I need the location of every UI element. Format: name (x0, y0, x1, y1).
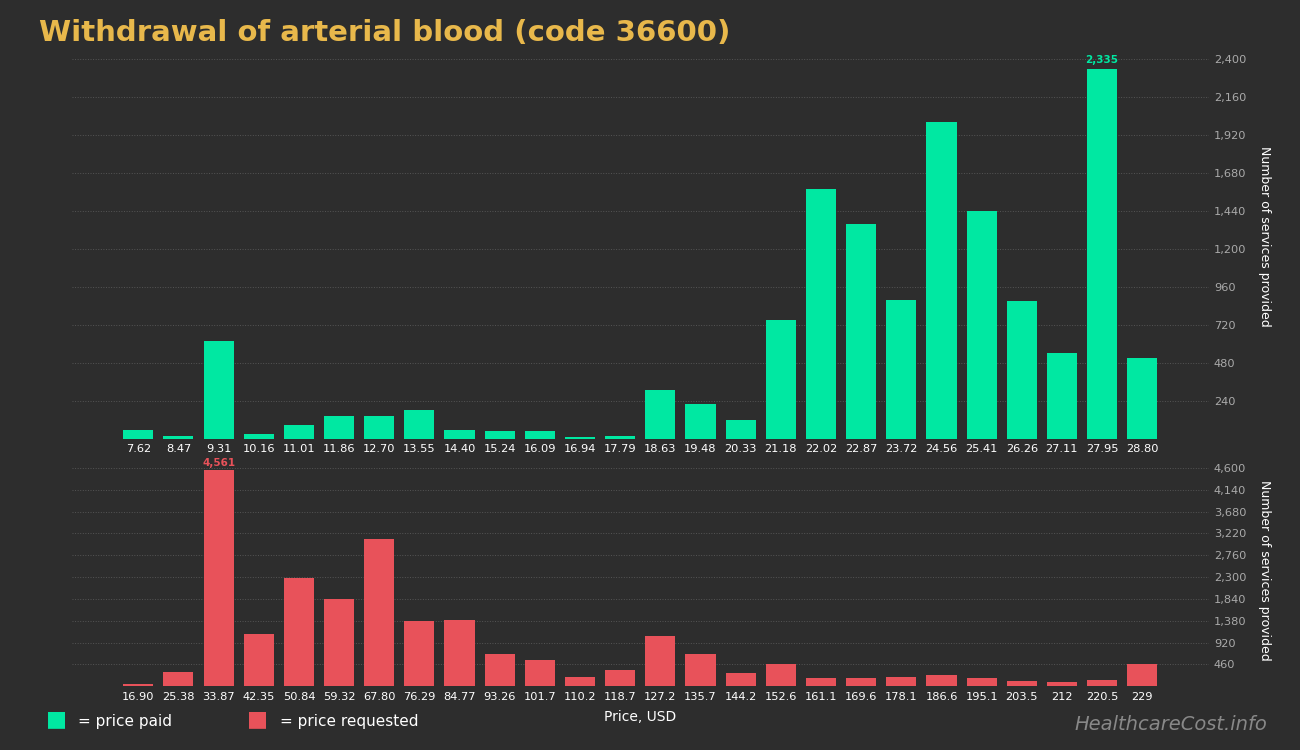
Bar (164, 671, 194, 686)
Bar (164, 436, 194, 439)
Bar (445, 620, 474, 686)
Bar (725, 673, 755, 686)
Bar (645, 390, 676, 439)
Bar (806, 678, 836, 686)
Bar (966, 211, 997, 439)
Text: Withdrawal of arterial blood (code 36600): Withdrawal of arterial blood (code 36600… (39, 19, 731, 46)
Bar (846, 224, 876, 439)
Bar (324, 599, 354, 686)
Bar (1046, 353, 1076, 439)
Bar (685, 654, 715, 686)
Bar (204, 470, 234, 686)
Bar (124, 684, 153, 686)
X-axis label: Price, USD: Price, USD (604, 710, 676, 724)
Bar (1087, 680, 1117, 686)
Text: 2,335: 2,335 (1086, 55, 1118, 64)
Text: = price requested: = price requested (280, 714, 419, 729)
Bar (966, 678, 997, 686)
Bar (124, 430, 153, 439)
Bar (806, 189, 836, 439)
Bar (364, 539, 394, 686)
Bar (766, 664, 796, 686)
Bar (725, 420, 755, 439)
Bar (283, 578, 315, 686)
Bar (566, 676, 595, 686)
Bar (1046, 682, 1076, 686)
Bar (243, 634, 274, 686)
Text: HealthcareCost.info: HealthcareCost.info (1075, 715, 1268, 734)
Bar (604, 436, 636, 439)
X-axis label: Price, USD: Price, USD (604, 463, 676, 477)
Bar (525, 430, 555, 439)
Bar (324, 416, 354, 439)
Bar (445, 430, 474, 439)
Bar (685, 404, 715, 439)
Bar (1006, 680, 1037, 686)
Bar (1127, 358, 1157, 439)
Bar (485, 430, 515, 439)
Bar (887, 299, 916, 439)
Text: = price paid: = price paid (78, 714, 172, 729)
Bar (887, 676, 916, 686)
Bar (1006, 301, 1037, 439)
Bar (1087, 69, 1117, 439)
Bar (846, 678, 876, 686)
Bar (404, 410, 434, 439)
Text: ■: ■ (247, 709, 268, 729)
Bar (566, 437, 595, 439)
Y-axis label: Number of services provided: Number of services provided (1258, 146, 1271, 327)
Text: ■: ■ (46, 709, 66, 729)
Bar (604, 670, 636, 686)
Text: 4,561: 4,561 (202, 458, 235, 468)
Bar (1127, 664, 1157, 686)
Bar (404, 621, 434, 686)
Bar (525, 660, 555, 686)
Bar (283, 424, 315, 439)
Bar (485, 654, 515, 686)
Bar (927, 122, 957, 439)
Bar (243, 434, 274, 439)
Bar (204, 340, 234, 439)
Bar (927, 675, 957, 686)
Bar (364, 416, 394, 439)
Bar (645, 636, 676, 686)
Y-axis label: Number of services provided: Number of services provided (1258, 480, 1271, 661)
Bar (766, 320, 796, 439)
